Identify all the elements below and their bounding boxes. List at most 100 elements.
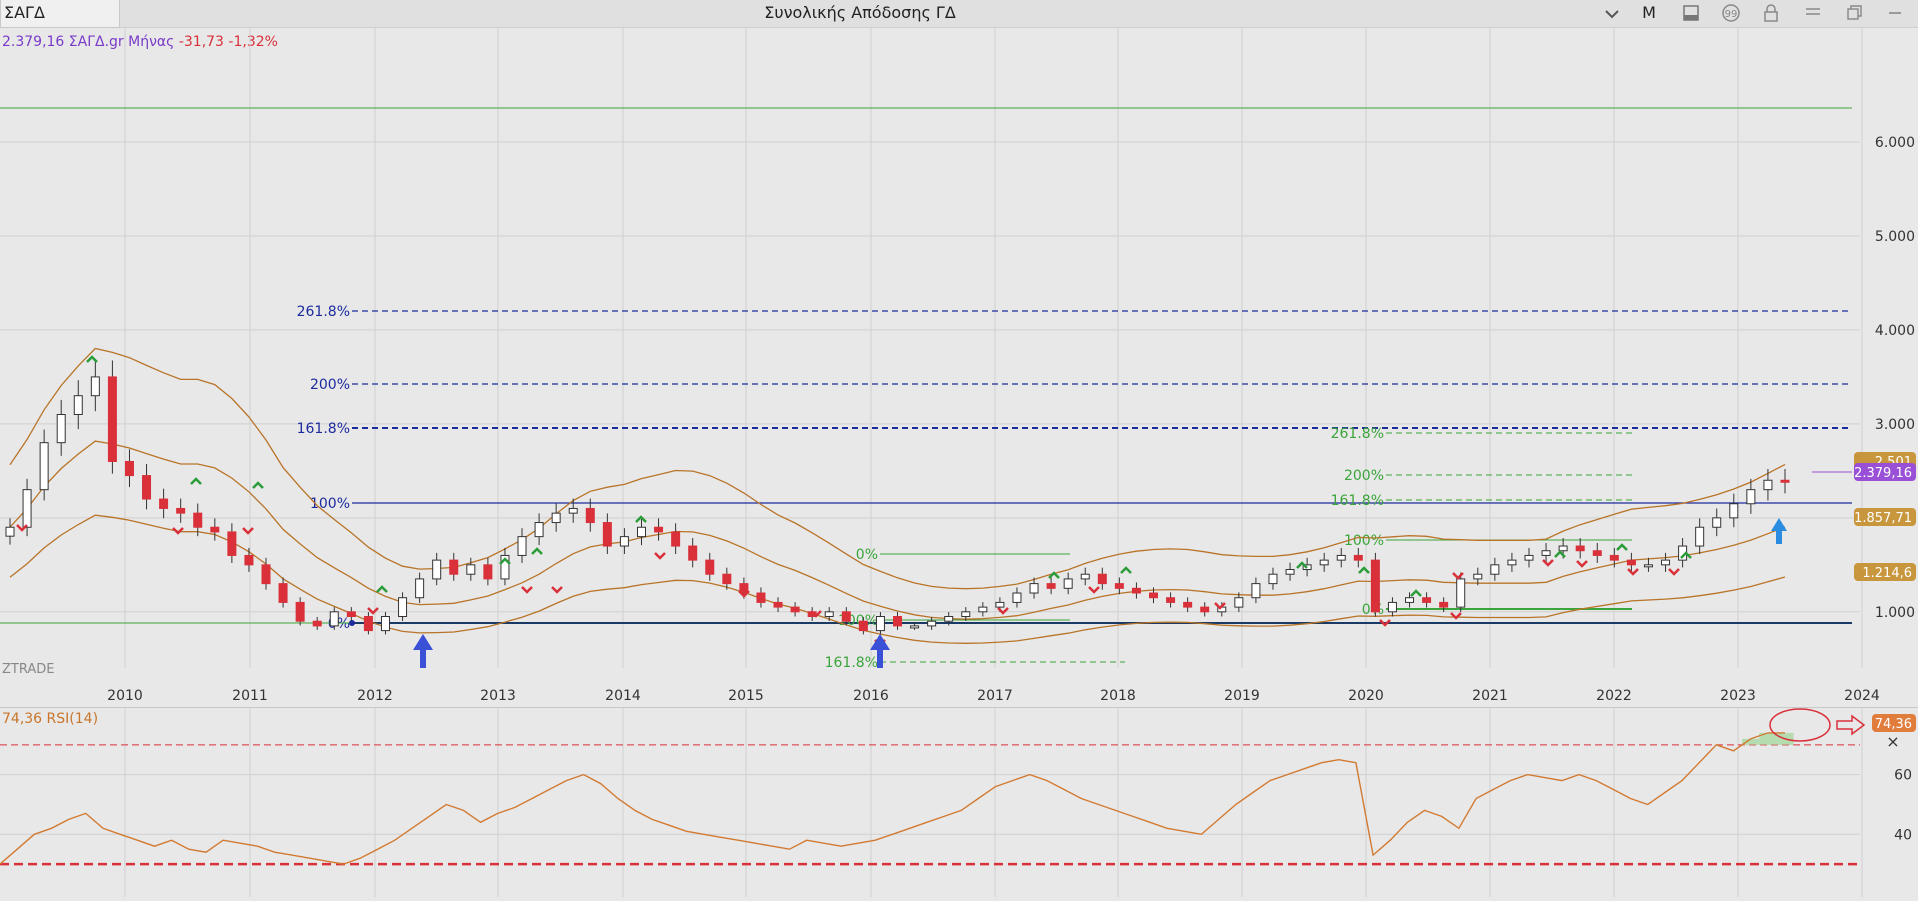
candle — [756, 592, 766, 603]
up-signal-icon — [1680, 551, 1692, 559]
down-signal-icon — [1214, 602, 1226, 610]
candle — [1592, 550, 1602, 556]
candle — [159, 498, 169, 509]
price-chart-panel[interactable]: 2010 2011 2012 2013 2014 2015 2016 2017 2018 2019… — [0, 28, 1918, 708]
candle — [380, 616, 390, 632]
y-tick-label: 6.000 — [1875, 135, 1915, 151]
candle — [722, 573, 732, 585]
candle — [449, 559, 459, 575]
legend-period: Μήνας — [128, 34, 175, 50]
legend-rsi-value: 74,36 — [2, 711, 43, 727]
candle — [1507, 559, 1517, 566]
candle — [22, 489, 32, 528]
panel-divider[interactable] — [0, 707, 1918, 708]
fib-label-right: 200% — [1344, 468, 1384, 484]
candle — [1626, 559, 1636, 566]
price-badge: 2.379,16 — [1854, 463, 1916, 481]
svg-text:99: 99 — [1725, 9, 1738, 20]
down-signal-icon — [1576, 560, 1588, 568]
comment-icon[interactable]: 99 — [1718, 0, 1744, 28]
candle — [329, 611, 339, 627]
candle — [1456, 578, 1466, 608]
candle — [1575, 545, 1585, 552]
close-rsi-icon: × — [1886, 732, 1899, 751]
buy-arrow-icon — [1771, 518, 1787, 544]
up-signal-icon — [1554, 550, 1566, 558]
price-legend: 2.379,16 ΣΑΓΔ.gr Μήνας -31,73 -1,32% — [2, 34, 278, 50]
x-tick-label: 2022 — [1596, 688, 1632, 704]
up-signal-icon — [1358, 566, 1370, 574]
watermark: ZTRADE — [2, 662, 54, 677]
candle — [619, 536, 629, 547]
candle — [227, 531, 237, 556]
candle — [1097, 573, 1107, 585]
candle — [1473, 573, 1483, 580]
candle — [1541, 550, 1551, 556]
fib-label-left: 200% — [310, 377, 350, 393]
down-signal-icon — [1668, 568, 1680, 576]
candle — [568, 507, 578, 514]
period-button[interactable]: M — [1642, 3, 1656, 22]
close-icon[interactable] — [1882, 0, 1908, 28]
badge-bg — [1854, 563, 1916, 581]
candle — [415, 578, 425, 599]
legend-change-pct: -1,32% — [228, 34, 278, 50]
candle — [1661, 559, 1671, 566]
fib-label-right: 261.8% — [1331, 426, 1384, 442]
rsi-chart-panel[interactable]: 40 60 74,36 × — [0, 708, 1918, 897]
candle — [978, 606, 988, 613]
candle — [927, 620, 937, 627]
layout-icon[interactable] — [1678, 0, 1704, 28]
rsi-overbought-fill — [1742, 738, 1760, 745]
x-tick-label: 2011 — [232, 688, 268, 704]
lower-band — [9, 514, 1786, 644]
up-signal-icon — [1048, 571, 1060, 579]
candle — [193, 512, 203, 528]
candle — [466, 564, 476, 575]
menu-icon[interactable] — [1800, 0, 1826, 28]
candle — [1439, 601, 1449, 608]
candle — [910, 625, 920, 629]
fib-label-left: 261.8% — [297, 304, 350, 320]
down-signal-icon — [810, 610, 822, 618]
x-tick-label: 2012 — [357, 688, 393, 704]
badge-label: 1.214,6 — [1862, 566, 1912, 581]
restore-icon[interactable] — [1842, 0, 1868, 28]
legend-rsi-name: RSI(14) — [46, 711, 99, 727]
candle — [278, 583, 288, 603]
chevron-down-icon[interactable] — [1598, 0, 1626, 28]
badge-bg — [1854, 508, 1916, 526]
candle — [1063, 578, 1073, 589]
candle — [1080, 573, 1090, 580]
candle — [1405, 597, 1415, 603]
up-signal-icon — [531, 547, 543, 555]
candle — [1524, 554, 1534, 561]
candle — [1353, 554, 1363, 561]
candle — [295, 601, 305, 622]
badge-label: 1.857,71 — [1854, 511, 1912, 526]
upper-band — [9, 347, 1786, 590]
fib-label-mid: 161.8% — [825, 655, 878, 671]
rsi-badge-label: 74,36 — [1875, 717, 1912, 732]
middle-band — [9, 440, 1786, 620]
candle — [90, 376, 100, 397]
candle — [1370, 559, 1380, 613]
badge-bg — [1854, 463, 1916, 481]
candle — [1166, 597, 1176, 603]
candle — [1422, 597, 1432, 603]
symbol-tab[interactable]: ΣΑΓΔ — [0, 0, 120, 28]
candle — [824, 611, 834, 618]
price-chart[interactable]: 2010 2011 2012 2013 2014 2015 2016 2017 2018 2019… — [0, 28, 1918, 708]
down-signal-icon — [16, 524, 28, 532]
legend-symbol: ΣΑΓΔ.gr — [68, 34, 124, 50]
y-tick-label: 4.000 — [1875, 323, 1915, 339]
rsi-line — [0, 732, 1785, 865]
candle — [1046, 583, 1056, 589]
up-signal-icon — [1120, 566, 1132, 574]
candle — [1183, 601, 1193, 608]
lock-icon[interactable] — [1758, 0, 1784, 28]
rsi-overbought-fill — [1759, 732, 1777, 745]
candle — [841, 611, 851, 622]
candle — [500, 554, 510, 580]
